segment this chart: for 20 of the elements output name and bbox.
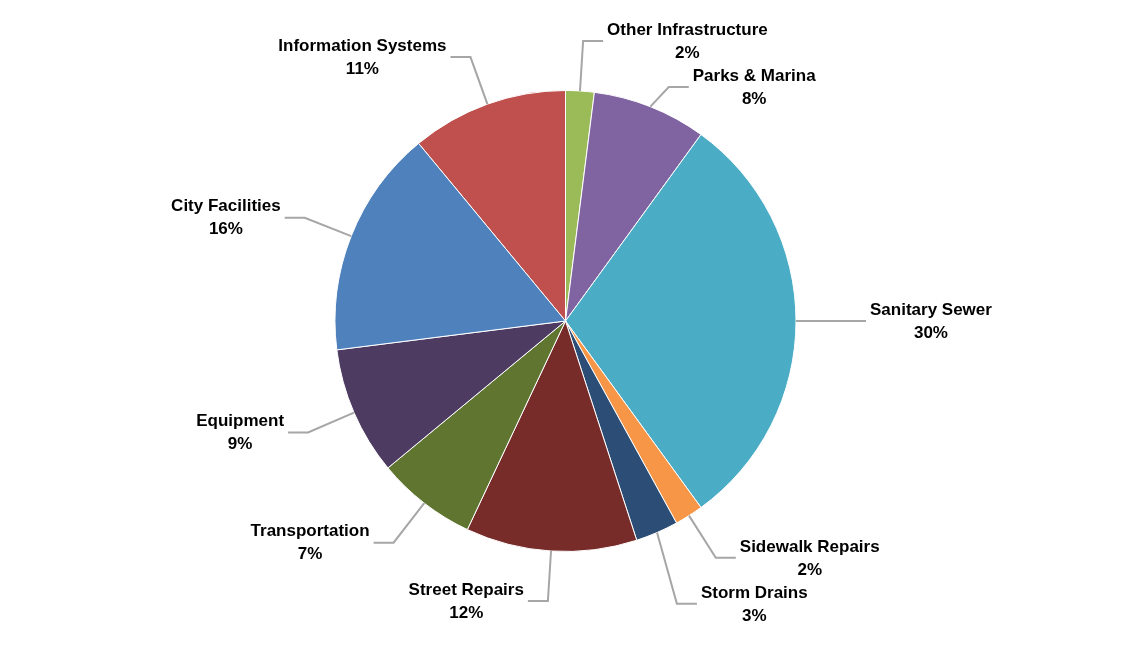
- data-label: 7%: [297, 544, 323, 564]
- data-label: 11%: [345, 58, 379, 78]
- data-label: 12%: [449, 602, 484, 622]
- data-label: 8%: [741, 88, 767, 108]
- slice-label: Storm Drains: [700, 582, 808, 602]
- data-label: 2%: [675, 42, 700, 62]
- slice-label: Sanitary Sewer: [870, 299, 993, 319]
- slice-label: Transportation: [250, 521, 370, 541]
- slice-label: Other Infrastructure: [607, 19, 768, 39]
- slice-label: Street Repairs: [408, 579, 524, 599]
- data-label: 30%: [913, 322, 948, 342]
- data-label: 2%: [797, 559, 823, 579]
- slice-label: Sidewalk Repairs: [739, 536, 880, 556]
- data-label: 16%: [208, 219, 243, 239]
- slice-label: City Facilities: [171, 196, 281, 216]
- slice-label: Information Systems: [278, 35, 447, 55]
- slice-label: Parks & Marina: [692, 65, 817, 85]
- slice-label: Equipment: [196, 411, 285, 431]
- data-label: 3%: [741, 605, 767, 625]
- data-label: 9%: [227, 434, 253, 454]
